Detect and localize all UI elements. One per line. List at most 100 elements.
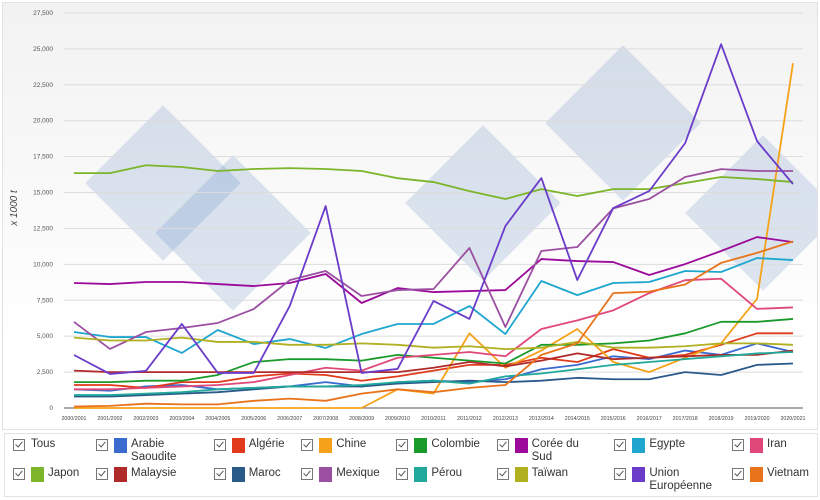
legend-label: Egypte	[649, 437, 686, 450]
legend-label: Pérou	[431, 466, 463, 479]
legend-item-colombie[interactable]: Colombie	[396, 437, 480, 464]
legend-item-vietnam[interactable]: Vietnam	[732, 466, 809, 493]
legend-label: Colombie	[431, 437, 480, 450]
checkbox-checked-icon[interactable]	[496, 467, 509, 480]
legend-label: Chine	[336, 437, 367, 450]
series-line-taïwan[interactable]	[73, 336, 794, 351]
y-tick-label: 2,500	[37, 369, 54, 376]
x-tick-label: 2001/2002	[97, 416, 122, 422]
line-chart: 0 2,500 5,000 7,500 10,000 12,500 15,000 17,500…	[9, 10, 817, 422]
series-line-chine[interactable]	[74, 63, 794, 409]
series-line-maroc[interactable]	[74, 362, 794, 398]
color-swatch	[231, 437, 245, 453]
y-tick-label: 7,500	[37, 297, 54, 304]
checkbox-checked-icon[interactable]	[213, 467, 226, 480]
series-line-colombie[interactable]	[74, 318, 794, 384]
x-tick-label: 2015/2016	[601, 416, 626, 422]
legend-item-chine[interactable]: Chine	[301, 437, 379, 464]
watermark-logo	[405, 125, 561, 281]
checkbox-checked-icon[interactable]	[496, 438, 509, 451]
y-tick-label: 15,000	[33, 190, 53, 197]
x-tick-label: 2004/2005	[205, 416, 230, 422]
x-tick-label: 2012/2013	[493, 416, 518, 422]
color-swatch	[231, 466, 245, 482]
checkbox-checked-icon[interactable]	[301, 438, 314, 451]
legend-label: Japon	[48, 466, 80, 479]
color-swatch	[319, 437, 333, 453]
series-line-iran[interactable]	[74, 277, 794, 391]
legend-item-pérou[interactable]: Pérou	[396, 466, 480, 493]
x-tick-label: 2011/2012	[457, 416, 482, 422]
series-line-corée-du-sud[interactable]	[73, 236, 794, 304]
legend-item-tous[interactable]: Tous	[13, 438, 79, 464]
legend-label: Union Européenne	[649, 466, 712, 492]
color-swatch	[414, 437, 428, 453]
legend-item-mexique[interactable]: Mexique	[301, 466, 380, 493]
checkbox-checked-icon[interactable]	[13, 438, 25, 451]
checkbox-checked-icon[interactable]	[614, 438, 627, 451]
watermark-logo	[545, 45, 701, 201]
color-swatch	[319, 466, 333, 482]
legend-label: Vietnam	[767, 466, 809, 479]
checkbox-checked-icon[interactable]	[301, 467, 314, 480]
x-tick-label: 2009/2010	[385, 416, 410, 422]
checkbox-checked-icon[interactable]	[614, 467, 627, 480]
x-tick-label: 2005/2006	[241, 416, 266, 422]
series-line-malaysie[interactable]	[73, 349, 794, 373]
x-tick-label: 2003/2004	[169, 416, 194, 422]
x-tick-label: 2002/2003	[133, 416, 158, 422]
color-swatch	[750, 437, 764, 453]
x-tick-label: 2014/2015	[565, 416, 590, 422]
x-tick-label: 2000/2001	[61, 416, 86, 422]
legend-item-japon[interactable]: Japon	[13, 466, 80, 493]
series-line-pérou[interactable]	[74, 351, 794, 396]
legend-label: Corée du Sud	[531, 437, 579, 463]
checkbox-checked-icon[interactable]	[396, 467, 409, 480]
y-tick-label: 20,000	[33, 118, 53, 125]
series-line-vietnam[interactable]	[73, 240, 794, 408]
legend-item-egypte[interactable]: Egypte	[614, 437, 715, 464]
y-tick-label: 22,500	[33, 82, 53, 89]
y-tick-label: 10,000	[33, 261, 53, 268]
legend-item-corée-du-sud[interactable]: Corée du Sud	[496, 437, 598, 464]
legend-item-arabie-saoudite[interactable]: Arabie Saoudite	[96, 437, 197, 464]
x-tick-label: 2019/2020	[745, 416, 770, 422]
color-swatch	[114, 437, 128, 453]
series-line-mexique[interactable]	[73, 168, 793, 350]
checkbox-checked-icon[interactable]	[396, 438, 409, 451]
x-tick-label: 2020/2021	[780, 416, 805, 422]
legend-label: Arabie Saoudite	[131, 437, 177, 463]
checkbox-checked-icon[interactable]	[13, 467, 25, 480]
y-tick-label: 27,500	[33, 10, 53, 17]
legend-item-algérie[interactable]: Algérie	[213, 437, 285, 464]
x-tick-label: 2010/2011	[421, 416, 446, 422]
color-swatch	[414, 466, 428, 482]
checkbox-checked-icon[interactable]	[732, 438, 745, 451]
y-tick-label: 5,000	[37, 333, 54, 340]
legend-item-union-européenne[interactable]: Union Européenne	[614, 466, 715, 493]
legend-item-malaysie[interactable]: Malaysie	[96, 466, 197, 493]
series-line-algérie[interactable]	[74, 332, 793, 389]
color-swatch	[750, 466, 764, 482]
legend-item-maroc[interactable]: Maroc	[213, 466, 285, 493]
series-line-egypte[interactable]	[73, 257, 794, 354]
y-tick-label: 12,500	[33, 225, 53, 232]
checkbox-checked-icon[interactable]	[96, 438, 109, 451]
legend-label: Tous	[31, 437, 56, 450]
legend-item-taïwan[interactable]: Taïwan	[496, 466, 598, 493]
checkbox-checked-icon[interactable]	[732, 467, 745, 480]
series-line-union-européenne[interactable]	[73, 43, 794, 375]
y-axis-label: x 1000 t	[9, 189, 20, 227]
x-tick-label: 2018/2019	[709, 416, 734, 422]
color-swatch	[114, 466, 128, 482]
x-tick-label: 2008/2009	[349, 416, 374, 422]
checkbox-checked-icon[interactable]	[96, 467, 109, 480]
color-swatch	[514, 437, 528, 453]
x-tick-label: 2007/2008	[313, 416, 338, 422]
legend-item-iran[interactable]: Iran	[732, 437, 809, 464]
color-swatch	[31, 466, 44, 482]
x-tick-label: 2006/2007	[277, 416, 302, 422]
legend-label: Malaysie	[131, 466, 177, 479]
color-swatch	[632, 466, 646, 482]
checkbox-checked-icon[interactable]	[213, 438, 226, 451]
